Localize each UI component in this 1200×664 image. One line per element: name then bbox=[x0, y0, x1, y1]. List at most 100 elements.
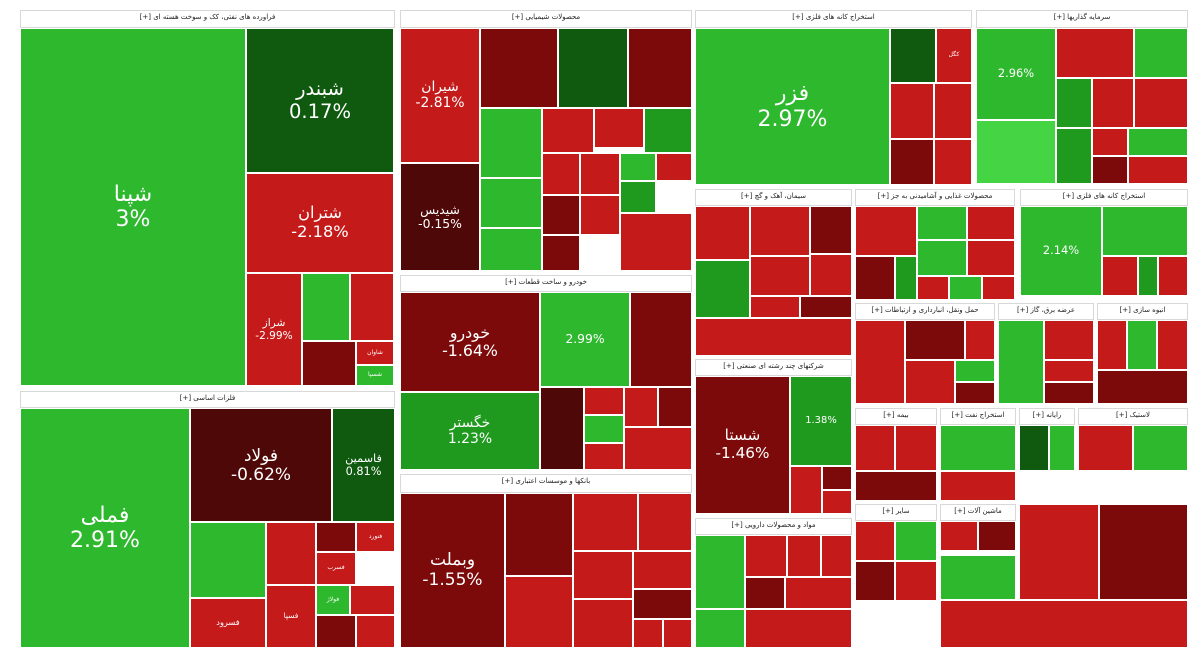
sector-header[interactable]: لاستیک [+] bbox=[1078, 408, 1188, 425]
stock-tile[interactable] bbox=[1049, 425, 1075, 471]
stock-tile[interactable] bbox=[505, 576, 573, 648]
stock-tile[interactable] bbox=[855, 561, 895, 601]
stock-tile[interactable] bbox=[624, 387, 658, 427]
stock-tile[interactable] bbox=[620, 153, 656, 181]
stock-tile[interactable] bbox=[663, 619, 692, 648]
stock-tile[interactable] bbox=[356, 615, 395, 648]
stock-tile[interactable] bbox=[976, 120, 1056, 184]
stock-tile[interactable] bbox=[955, 382, 995, 404]
stock-tile[interactable] bbox=[855, 471, 937, 501]
stock-tile[interactable] bbox=[573, 493, 638, 551]
sector-header[interactable]: عرضه برق، گاز [+] bbox=[998, 303, 1094, 320]
stock-tile[interactable]: 2.96% bbox=[976, 28, 1056, 120]
stock-tile[interactable] bbox=[965, 320, 995, 360]
stock-tile[interactable] bbox=[967, 240, 1015, 276]
sector-header[interactable]: ماشین آلات [+] bbox=[940, 504, 1016, 521]
sector-header[interactable]: بیمه [+] bbox=[855, 408, 937, 425]
stock-tile[interactable] bbox=[480, 108, 542, 178]
stock-tile[interactable] bbox=[302, 273, 350, 341]
stock-tile[interactable]: خودرو -1.64% bbox=[400, 292, 540, 392]
stock-tile[interactable]: فملی 2.91% bbox=[20, 408, 190, 648]
stock-tile[interactable] bbox=[630, 292, 692, 387]
stock-tile[interactable] bbox=[580, 153, 620, 195]
stock-tile[interactable] bbox=[695, 609, 745, 648]
stock-tile[interactable]: 2.14% bbox=[1020, 206, 1102, 296]
stock-tile[interactable] bbox=[1056, 128, 1092, 184]
stock-tile[interactable] bbox=[316, 615, 356, 648]
stock-tile[interactable] bbox=[1158, 256, 1188, 296]
stock-tile[interactable] bbox=[787, 535, 821, 577]
stock-tile[interactable] bbox=[584, 387, 624, 415]
stock-tile[interactable] bbox=[1097, 320, 1127, 370]
stock-tile[interactable] bbox=[1019, 504, 1099, 600]
stock-tile[interactable] bbox=[584, 415, 624, 443]
stock-tile[interactable] bbox=[810, 206, 852, 254]
stock-tile[interactable] bbox=[1102, 206, 1188, 256]
stock-tile[interactable] bbox=[542, 195, 580, 235]
stock-tile[interactable]: کگل bbox=[936, 28, 972, 83]
stock-tile[interactable] bbox=[695, 535, 745, 609]
stock-tile[interactable] bbox=[855, 521, 895, 561]
sector-header[interactable]: فلزات اساسی [+] bbox=[20, 391, 395, 408]
stock-tile[interactable]: فاسمین 0.81% bbox=[332, 408, 395, 522]
stock-tile[interactable] bbox=[350, 273, 394, 341]
stock-tile[interactable] bbox=[542, 153, 580, 195]
stock-tile[interactable] bbox=[1044, 320, 1094, 360]
stock-tile[interactable] bbox=[695, 260, 750, 318]
stock-tile[interactable]: شپنا 3% bbox=[20, 28, 246, 386]
stock-tile[interactable] bbox=[890, 83, 934, 139]
stock-tile[interactable] bbox=[998, 320, 1044, 404]
stock-tile[interactable] bbox=[750, 256, 810, 296]
stock-tile[interactable] bbox=[810, 254, 852, 296]
sector-header[interactable]: سیمان، آهک و گچ [+] bbox=[695, 189, 852, 206]
sector-header[interactable]: سایر [+] bbox=[855, 504, 937, 521]
stock-tile[interactable] bbox=[822, 466, 852, 490]
stock-tile[interactable] bbox=[633, 619, 663, 648]
stock-tile[interactable] bbox=[573, 599, 633, 648]
stock-tile[interactable] bbox=[1138, 256, 1158, 296]
stock-tile[interactable] bbox=[1097, 370, 1188, 404]
stock-tile[interactable] bbox=[302, 341, 356, 386]
stock-tile[interactable]: 2.99% bbox=[540, 292, 630, 387]
stock-tile[interactable] bbox=[905, 360, 955, 404]
sector-header[interactable]: حمل ونقل، انبارداری و ارتباطات [+] bbox=[855, 303, 995, 320]
stock-tile[interactable] bbox=[1078, 425, 1133, 471]
sector-header[interactable]: شرکتهای چند رشته ای صنعتی [+] bbox=[695, 359, 852, 376]
stock-tile[interactable] bbox=[656, 153, 692, 181]
stock-tile[interactable]: شستا -1.46% bbox=[695, 376, 790, 514]
stock-tile[interactable]: شاوان bbox=[356, 341, 394, 365]
stock-tile[interactable]: شیران -2.81% bbox=[400, 28, 480, 163]
stock-tile[interactable] bbox=[1092, 78, 1134, 128]
stock-tile[interactable] bbox=[1056, 28, 1134, 78]
stock-tile[interactable] bbox=[800, 296, 852, 318]
stock-tile[interactable] bbox=[480, 178, 542, 228]
stock-tile[interactable] bbox=[1134, 78, 1188, 128]
stock-tile[interactable] bbox=[480, 228, 542, 271]
stock-tile[interactable] bbox=[1044, 382, 1094, 404]
stock-tile[interactable] bbox=[940, 425, 1016, 471]
stock-tile[interactable] bbox=[905, 320, 965, 360]
stock-tile[interactable] bbox=[190, 522, 266, 598]
stock-tile[interactable] bbox=[895, 561, 937, 601]
stock-tile[interactable] bbox=[644, 108, 692, 153]
stock-tile[interactable] bbox=[1092, 156, 1128, 184]
stock-tile[interactable] bbox=[350, 585, 395, 615]
stock-tile[interactable]: شیدیس -0.15% bbox=[400, 163, 480, 271]
stock-tile[interactable] bbox=[917, 276, 949, 300]
stock-tile[interactable] bbox=[934, 83, 972, 139]
stock-tile[interactable] bbox=[620, 213, 692, 271]
stock-tile[interactable] bbox=[1092, 128, 1128, 156]
sector-header[interactable]: سرمایه گذاریها [+] bbox=[976, 10, 1188, 28]
stock-tile[interactable] bbox=[978, 521, 1016, 551]
stock-tile[interactable] bbox=[1133, 425, 1188, 471]
stock-tile[interactable]: فنورد bbox=[356, 522, 395, 552]
stock-tile[interactable] bbox=[1102, 256, 1138, 296]
stock-tile[interactable] bbox=[790, 466, 822, 514]
sector-header[interactable]: محصولات شیمیایی [+] bbox=[400, 10, 692, 28]
sector-header[interactable]: بانکها و موسسات اعتباری [+] bbox=[400, 474, 692, 493]
stock-tile[interactable] bbox=[745, 577, 785, 609]
stock-tile[interactable] bbox=[633, 589, 692, 619]
stock-tile[interactable] bbox=[624, 427, 692, 470]
stock-tile[interactable] bbox=[917, 206, 967, 240]
stock-tile[interactable] bbox=[822, 490, 852, 514]
